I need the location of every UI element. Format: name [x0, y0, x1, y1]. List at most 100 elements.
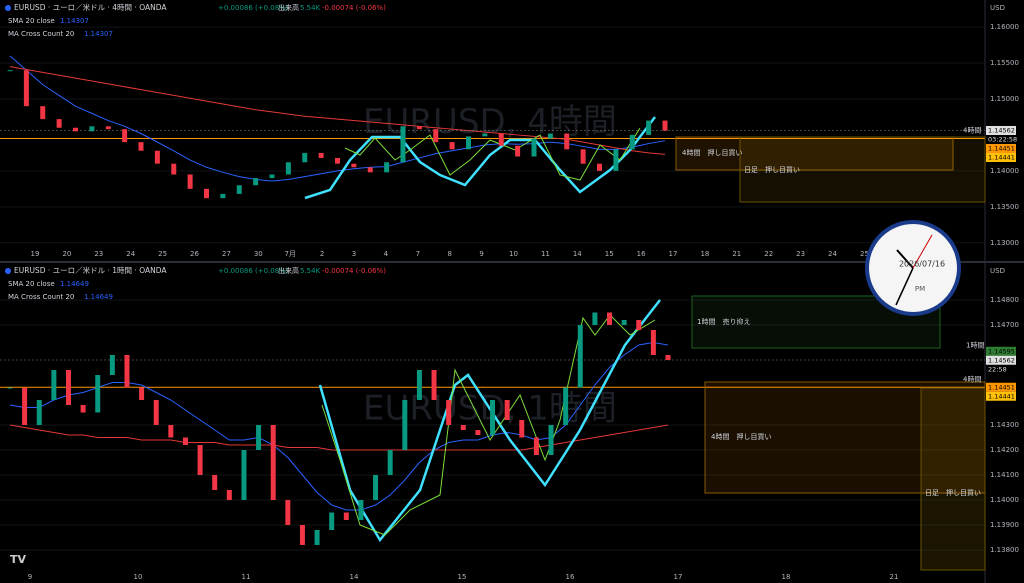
x-tick-label: 11 [242, 573, 251, 581]
x-tick-label: 4 [384, 250, 389, 258]
candle [577, 325, 583, 388]
zone-label: 日足 押し目買い [744, 165, 800, 174]
candle [373, 475, 379, 500]
x-tick-label: 19 [31, 250, 40, 258]
candle [490, 400, 496, 435]
candle [197, 445, 203, 475]
candle [138, 142, 144, 151]
y-tick-label: 1.13000 [990, 239, 1019, 247]
candle [56, 119, 62, 128]
candle [547, 133, 553, 139]
x-tick-label: 16 [637, 250, 646, 258]
countdown: 03:22:58 [988, 135, 1017, 143]
y-tick-label: 1.13900 [990, 521, 1019, 529]
candle [433, 129, 439, 143]
x-tick-label: 17 [674, 573, 683, 581]
x-tick-label: 17 [669, 250, 678, 258]
zone-label: 4時間 押し目買い [711, 432, 771, 441]
logo: TV [10, 553, 27, 566]
candle [73, 127, 78, 132]
x-tick-label: 7月 [284, 250, 295, 258]
zone-box [704, 381, 986, 494]
currency: USD [990, 267, 1005, 275]
y-tick-label: 1.13800 [990, 546, 1019, 554]
zone-box [920, 387, 986, 571]
volume-label: 出来高 [278, 266, 299, 275]
change2: -0.00074 (-0.06%) [322, 4, 386, 12]
x-tick-label: 9 [28, 573, 32, 581]
candle [171, 163, 177, 175]
price-tag-label: 1.14562 [988, 126, 1015, 134]
candle [498, 133, 504, 146]
candle [220, 193, 226, 199]
indicator-value: 1.14649 [60, 280, 89, 288]
x-tick-label: 7 [416, 250, 420, 258]
y-tick-label: 1.14100 [990, 471, 1019, 479]
x-tick-label: 14 [573, 250, 582, 258]
price-tag-label: 1.14562 [988, 356, 1015, 364]
y-tick-label: 1.15000 [990, 95, 1019, 103]
clock-hand [912, 234, 933, 269]
candle [270, 425, 276, 500]
candle [475, 430, 481, 435]
indicator-line [9, 66, 666, 155]
x-tick-label: 23 [94, 250, 103, 258]
y-tick-label: 1.14000 [990, 167, 1019, 175]
price-tag [986, 152, 1016, 162]
candle [285, 162, 291, 175]
zigzag [321, 314, 656, 536]
y-tick-label: 1.14800 [990, 296, 1019, 304]
price-tag-label: 1.14441 [988, 392, 1015, 400]
countdown: 22:58 [988, 365, 1007, 373]
candle [89, 126, 95, 132]
y-tick-label: 1.14700 [990, 321, 1019, 329]
volume: 5.54K [300, 267, 321, 275]
x-tick-label: 21 [732, 250, 741, 258]
x-tick-label: 25 [860, 250, 869, 258]
x-tick-label: 2 [320, 250, 324, 258]
symbol-icon [5, 5, 11, 11]
candle [482, 133, 488, 137]
candle [519, 420, 525, 438]
y-tick-label: 1.14000 [990, 496, 1019, 504]
symbol-icon [5, 268, 11, 274]
candle [460, 425, 466, 430]
candle [515, 145, 521, 157]
candle [449, 142, 455, 150]
candle [384, 162, 390, 173]
candle [504, 400, 510, 420]
candle [23, 70, 29, 107]
price-tag [986, 143, 1016, 153]
candle [80, 405, 86, 413]
candle [466, 136, 471, 150]
candle [314, 530, 320, 545]
candle [351, 163, 357, 168]
x-tick-label: 3 [352, 250, 356, 258]
price-tag [986, 391, 1016, 401]
x-tick-label: 22 [764, 250, 773, 258]
candle [621, 320, 627, 325]
candle [154, 150, 160, 164]
level-label: 4時間 [963, 126, 981, 134]
candle [153, 400, 159, 425]
candle [269, 174, 275, 179]
price-tag-label: 1.14451 [988, 144, 1015, 152]
candle [335, 157, 340, 164]
candle [636, 320, 642, 330]
candle [402, 400, 408, 450]
candle [580, 149, 586, 164]
candle [665, 355, 671, 360]
x-tick-label: 23 [796, 250, 805, 258]
indicator-value: 1.14307 [60, 17, 89, 25]
candle [564, 133, 570, 150]
price-tag [986, 382, 1016, 392]
level-label: 1時間 [966, 341, 984, 349]
candle [212, 475, 218, 490]
y-tick-label: 1.14300 [990, 421, 1019, 429]
x-tick-label: 30 [254, 250, 263, 258]
level-label: 4時間 [963, 375, 981, 383]
x-tick-label: 9 [479, 250, 483, 258]
candle [7, 387, 13, 389]
change: +0.00086 (+0.08%) [218, 4, 289, 12]
